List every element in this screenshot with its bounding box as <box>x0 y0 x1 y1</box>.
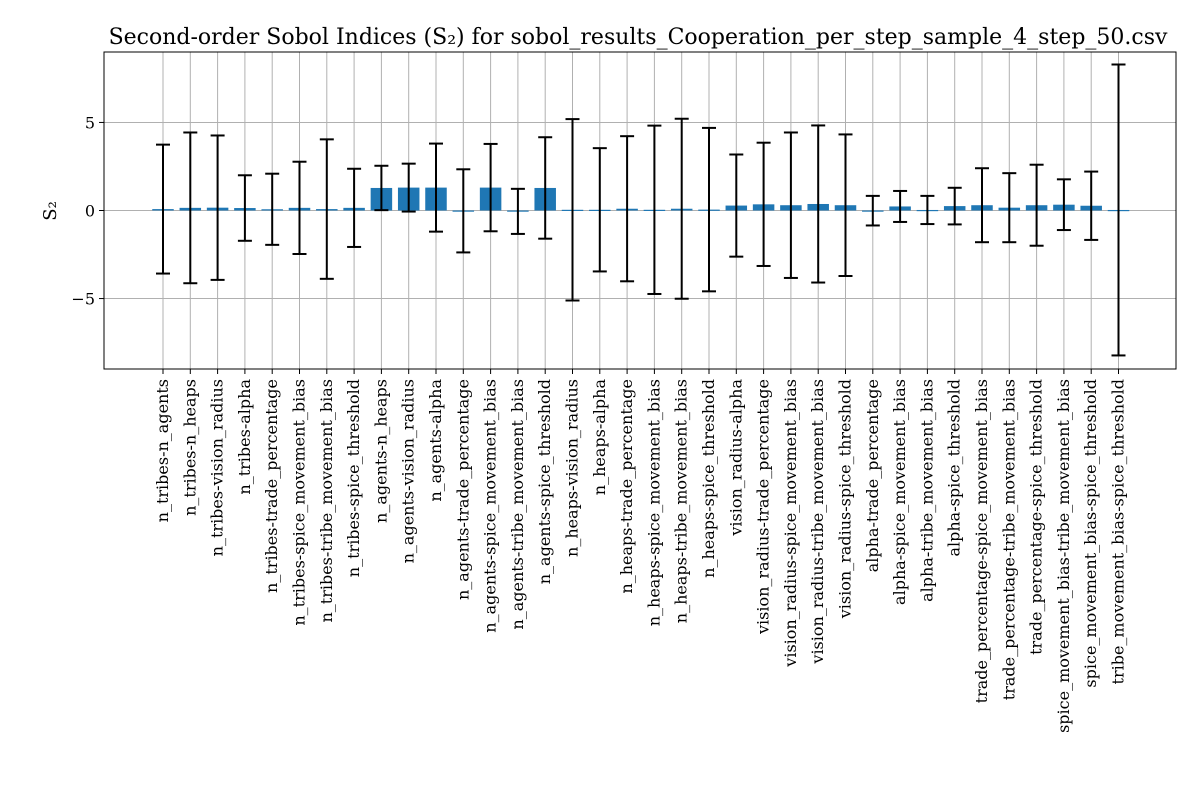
x-tick-label: n_heaps-tribe_movement_bias <box>672 379 691 623</box>
x-tick-label: n_agents-tribe_movement_bias <box>508 379 527 630</box>
x-tick-label: n_agents-alpha <box>426 379 445 502</box>
x-tick-label: spice_movement_bias-spice_threshold <box>1081 379 1100 688</box>
y-tick-label: 5 <box>85 113 95 132</box>
x-tick-label: trade_percentage-spice_movement_bias <box>972 379 991 703</box>
x-tick-label: n_tribes-alpha <box>235 379 254 495</box>
x-tick-label: alpha-spice_movement_bias <box>890 379 909 605</box>
x-tick-label: vision_radius-spice_threshold <box>836 379 855 619</box>
x-tick-label: n_agents-vision_radius <box>399 379 418 563</box>
x-tick-label: tribe_movement_bias-spice_threshold <box>1109 379 1128 684</box>
x-tick-label: vision_radius-trade_percentage <box>754 379 773 635</box>
x-tick-label: alpha-tribe_movement_bias <box>917 379 936 602</box>
x-tick-label: n_heaps-alpha <box>590 379 609 496</box>
y-tick-label: −5 <box>71 290 95 309</box>
x-tick-label: n_heaps-vision_radius <box>563 379 582 557</box>
error-bar-layer <box>156 63 1126 357</box>
y-tick-labels: −5 0 5 <box>71 113 104 309</box>
x-tick-label: n_tribes-n_heaps <box>180 379 199 516</box>
chart-title: Second-order Sobol Indices (S₂) for sobo… <box>109 25 1168 50</box>
x-tick-label: trade_percentage-tribe_movement_bias <box>999 379 1018 700</box>
x-tick-label: n_tribes-n_agents <box>153 379 172 522</box>
x-tick-labels: n_tribes-n_agents n_tribes-n_heaps n_tribe… <box>153 369 1128 733</box>
x-tick-label: n_agents-spice_threshold <box>535 379 554 584</box>
x-tick-label: vision_radius-tribe_movement_bias <box>808 379 827 665</box>
x-tick-label: n_tribes-vision_radius <box>208 379 227 556</box>
x-tick-label: n_agents-n_heaps <box>371 379 390 523</box>
x-tick-label: trade_percentage-spice_threshold <box>1027 379 1046 655</box>
x-tick-label: n_tribes-trade_percentage <box>262 379 281 593</box>
x-tick-label: vision_radius-spice_movement_bias <box>781 379 800 668</box>
x-tick-label: vision_radius-alpha <box>726 379 745 537</box>
x-tick-label: n_agents-spice_movement_bias <box>481 379 500 633</box>
x-tick-label: n_heaps-spice_threshold <box>699 379 718 578</box>
x-tick-label: spice_movement_bias-tribe_movement_bias <box>1054 379 1073 733</box>
x-tick-label: n_heaps-spice_movement_bias <box>644 379 663 626</box>
y-axis-label: S₂ <box>40 201 61 221</box>
x-tick-label: n_tribes-tribe_movement_bias <box>317 379 336 623</box>
x-tick-label: n_tribes-spice_threshold <box>344 379 363 577</box>
x-tick-label: n_agents-trade_percentage <box>453 379 472 600</box>
x-tick-label: alpha-trade_percentage <box>863 379 882 572</box>
x-tick-label: n_tribes-spice_movement_bias <box>290 379 309 626</box>
x-tick-label: n_heaps-trade_percentage <box>617 379 636 594</box>
x-tick-label: alpha-spice_threshold <box>945 379 964 557</box>
y-tick-label: 0 <box>85 202 95 221</box>
